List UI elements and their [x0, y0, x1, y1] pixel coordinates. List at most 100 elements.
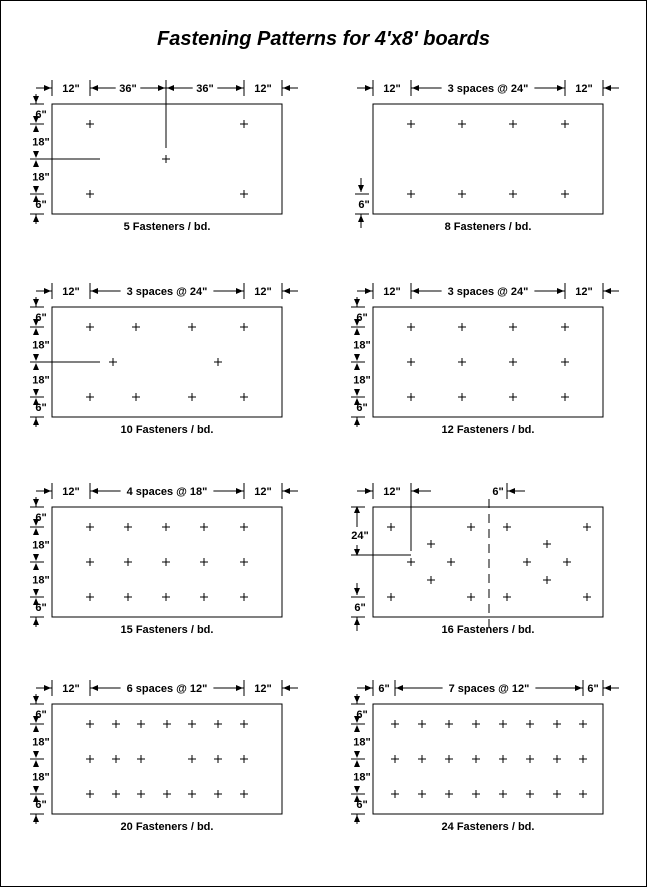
- fastener-mark: [162, 558, 170, 566]
- dimension-arrow: [33, 760, 39, 767]
- fastener-mark: [112, 755, 120, 763]
- dimension-arrow: [33, 528, 39, 535]
- fastener-mark: [561, 120, 569, 128]
- fastener-mark: [418, 790, 426, 798]
- dimension-arrow: [354, 786, 360, 793]
- dimension-arrow: [33, 598, 39, 605]
- fastener-mark: [445, 790, 453, 798]
- dimension-arrow: [557, 288, 564, 294]
- board-outline: [51, 506, 283, 618]
- fastener-mark: [499, 755, 507, 763]
- dimension-arrow: [354, 760, 360, 767]
- fastener-mark: [561, 358, 569, 366]
- dimension-label: 12": [62, 683, 79, 695]
- dimension-label: 6": [356, 709, 367, 721]
- dimension-label: 3 spaces @ 24": [448, 286, 529, 298]
- fastener-mark: [458, 393, 466, 401]
- fastener-mark: [458, 190, 466, 198]
- fastener-mark: [391, 790, 399, 798]
- dimension-arrow: [412, 288, 419, 294]
- dimension-label: 6 spaces @ 12": [127, 683, 208, 695]
- dimension-arrow: [33, 319, 39, 326]
- fastener-mark: [200, 523, 208, 531]
- fastener-mark: [240, 593, 248, 601]
- fastener-mark: [427, 576, 435, 584]
- dimension-label: 18": [353, 737, 370, 749]
- dimension-arrow: [354, 549, 360, 556]
- fastener-mark: [112, 790, 120, 798]
- dimension-arrow: [158, 85, 165, 91]
- dimension-label: 3 spaces @ 24": [448, 83, 529, 95]
- fastener-mark: [509, 358, 517, 366]
- dimension-arrow: [283, 288, 290, 294]
- dimension-arrow: [44, 85, 51, 91]
- dimension-label: 18": [32, 737, 49, 749]
- dimension-arrow: [283, 85, 290, 91]
- dimension-arrow: [33, 186, 39, 193]
- fastener-mark: [124, 523, 132, 531]
- dimension-label: 24": [351, 530, 368, 542]
- dimension-label: 12": [575, 286, 592, 298]
- dimension-arrow: [44, 685, 51, 691]
- fastener-mark: [86, 720, 94, 728]
- dimension-arrow: [365, 685, 372, 691]
- dimension-label: 6": [35, 109, 46, 121]
- board-outline: [372, 103, 604, 215]
- fastener-mark: [579, 755, 587, 763]
- fastener-mark: [188, 393, 196, 401]
- dimension-arrow: [167, 85, 174, 91]
- dimension-label: 18": [32, 575, 49, 587]
- fastener-mark: [86, 323, 94, 331]
- fastener-mark: [240, 720, 248, 728]
- fastener-mark: [503, 593, 511, 601]
- dimension-arrow: [33, 725, 39, 732]
- dimension-arrow: [508, 488, 515, 494]
- dimension-label: 12": [383, 486, 400, 498]
- fastener-mark: [86, 755, 94, 763]
- dimension-arrow: [575, 685, 582, 691]
- dimension-arrow: [412, 85, 419, 91]
- fastener-mark: [240, 393, 248, 401]
- dimension-arrow: [557, 85, 564, 91]
- fastener-mark: [112, 720, 120, 728]
- dimension-label: 18": [32, 540, 49, 552]
- fastener-mark: [553, 755, 561, 763]
- dimension-arrow: [354, 398, 360, 405]
- fastener-mark: [503, 523, 511, 531]
- dimension-label: 18": [32, 340, 49, 352]
- fastener-mark: [132, 323, 140, 331]
- fastener-mark: [387, 523, 395, 531]
- dimension-label: 12": [254, 286, 271, 298]
- dimension-arrow: [33, 563, 39, 570]
- fastener-mark: [86, 523, 94, 531]
- dimension-label: 12": [383, 286, 400, 298]
- fastener-mark: [509, 120, 517, 128]
- board-outline: [51, 703, 283, 815]
- dimension-label: 6": [492, 486, 503, 498]
- dimension-label: 6": [358, 199, 369, 211]
- dimension-label: 18": [32, 375, 49, 387]
- panel-caption: 5 Fasteners / bd.: [124, 221, 211, 233]
- dimension-label: 18": [32, 172, 49, 184]
- dimension-arrow: [33, 195, 39, 202]
- fastener-mark: [561, 393, 569, 401]
- dimension-arrow: [354, 363, 360, 370]
- dimension-label: 12": [383, 83, 400, 95]
- dimension-label: 12": [575, 83, 592, 95]
- fastener-mark: [86, 558, 94, 566]
- fastener-mark: [214, 358, 222, 366]
- fastener-mark: [240, 755, 248, 763]
- panel-caption: 24 Fasteners / bd.: [442, 821, 535, 833]
- fastener-mark: [163, 720, 171, 728]
- fastener-mark: [583, 523, 591, 531]
- dimension-arrow: [91, 85, 98, 91]
- dimension-arrow: [33, 519, 39, 526]
- dimension-arrow: [354, 328, 360, 335]
- dimension-label: 6": [35, 602, 46, 614]
- board-outline: [372, 306, 604, 418]
- dimension-arrow: [33, 786, 39, 793]
- fastener-mark: [391, 755, 399, 763]
- fastener-mark: [86, 120, 94, 128]
- fastener-mark: [561, 190, 569, 198]
- dimension-arrow: [33, 716, 39, 723]
